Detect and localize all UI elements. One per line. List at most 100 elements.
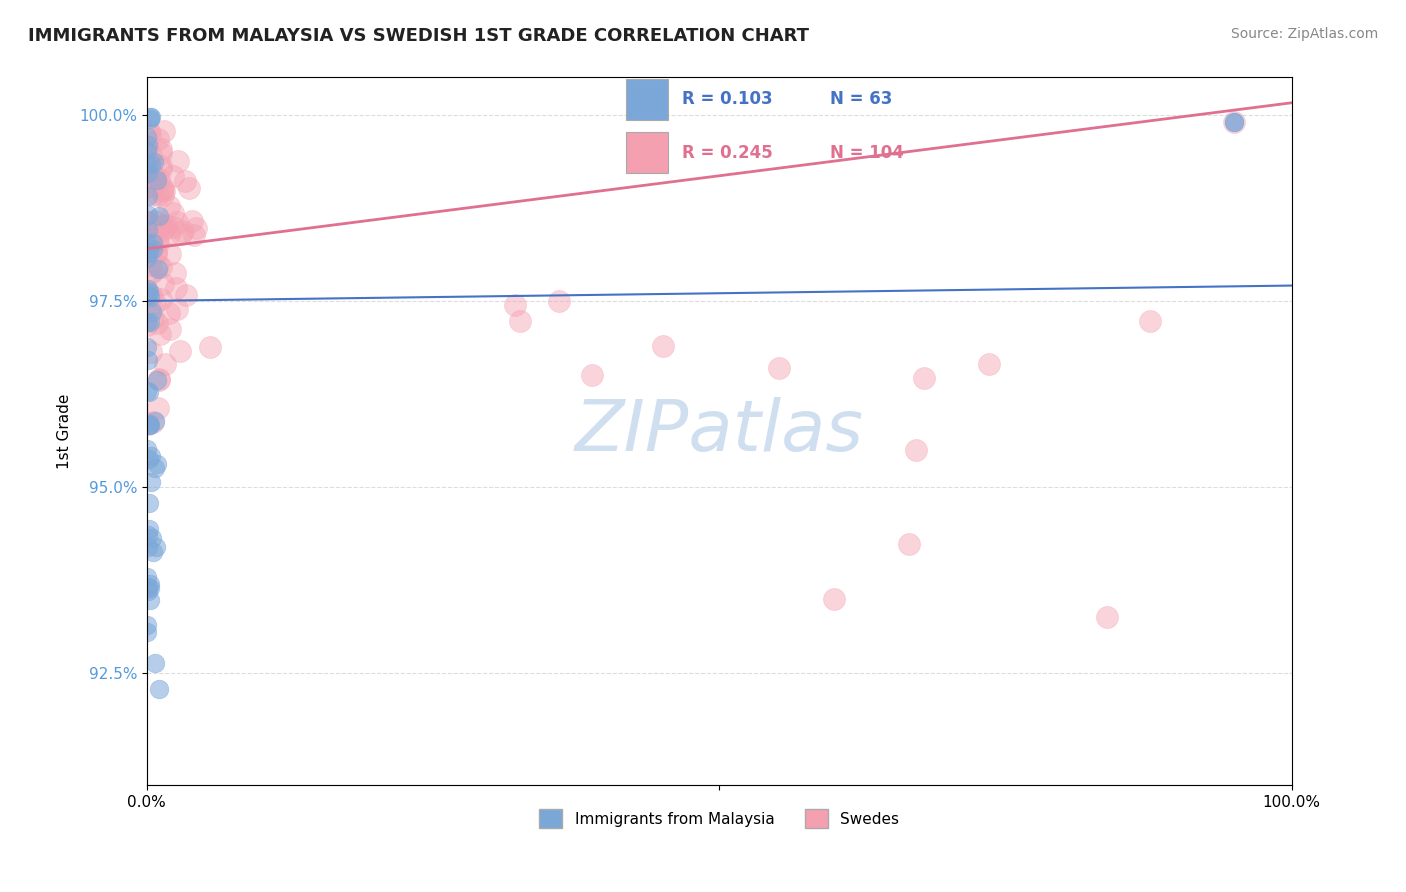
Y-axis label: 1st Grade: 1st Grade xyxy=(58,393,72,469)
Point xyxy=(149,162,172,177)
Point xyxy=(159,247,181,261)
Point xyxy=(136,540,159,554)
Point xyxy=(183,227,205,242)
Point xyxy=(136,216,159,230)
Point xyxy=(150,142,173,156)
Point xyxy=(142,415,165,429)
Point xyxy=(149,159,172,173)
Point xyxy=(142,214,165,228)
Point xyxy=(138,223,160,237)
Point xyxy=(1223,115,1246,129)
Point xyxy=(152,188,174,202)
Point xyxy=(162,219,184,234)
Point xyxy=(166,302,188,317)
Point xyxy=(143,414,166,428)
Point xyxy=(155,357,177,371)
Point xyxy=(150,145,173,160)
Point xyxy=(503,298,526,312)
Point xyxy=(138,417,160,431)
Point xyxy=(138,218,160,232)
Point xyxy=(138,288,160,302)
Point xyxy=(136,144,159,158)
Point xyxy=(136,341,159,355)
Point xyxy=(136,245,159,260)
Point xyxy=(1223,115,1246,129)
Point xyxy=(173,173,195,187)
Point xyxy=(166,214,188,228)
Point xyxy=(145,220,167,235)
Point xyxy=(148,682,170,697)
Point xyxy=(138,384,160,399)
Point xyxy=(138,593,160,607)
Point xyxy=(139,111,162,125)
Text: R = 0.245: R = 0.245 xyxy=(682,144,773,161)
Point xyxy=(139,148,162,162)
Point xyxy=(138,299,160,313)
Point xyxy=(136,442,159,457)
Point xyxy=(136,141,159,155)
Point xyxy=(146,258,169,272)
Point xyxy=(141,187,163,202)
Point xyxy=(136,417,159,432)
FancyBboxPatch shape xyxy=(626,78,668,120)
Point xyxy=(141,288,163,302)
Point xyxy=(148,132,170,146)
Point xyxy=(139,315,162,329)
Point xyxy=(138,522,160,536)
Point xyxy=(198,340,221,354)
Point xyxy=(150,260,173,275)
Point xyxy=(146,187,169,202)
Point xyxy=(146,457,169,471)
Point xyxy=(155,218,177,232)
Point xyxy=(142,235,165,250)
Point xyxy=(152,181,174,195)
Point xyxy=(181,214,204,228)
Point xyxy=(150,293,173,307)
Point xyxy=(136,618,159,632)
Point xyxy=(145,246,167,260)
Point xyxy=(162,169,184,183)
Point xyxy=(146,374,169,388)
Point xyxy=(136,129,159,144)
Point xyxy=(148,172,170,186)
Point xyxy=(136,581,159,595)
Point xyxy=(136,158,159,172)
Point xyxy=(139,226,162,240)
Point xyxy=(145,245,167,260)
Point xyxy=(139,128,162,142)
Point xyxy=(136,352,159,367)
Point xyxy=(153,184,176,198)
Point xyxy=(139,110,162,124)
Point xyxy=(139,178,162,192)
Point xyxy=(136,282,159,296)
Point xyxy=(138,285,160,299)
FancyBboxPatch shape xyxy=(626,132,668,173)
Point xyxy=(162,206,184,220)
Point xyxy=(136,153,159,168)
Point xyxy=(145,295,167,310)
Point xyxy=(148,209,170,223)
Point xyxy=(142,168,165,182)
Point xyxy=(169,344,191,359)
Text: IMMIGRANTS FROM MALAYSIA VS SWEDISH 1ST GRADE CORRELATION CHART: IMMIGRANTS FROM MALAYSIA VS SWEDISH 1ST … xyxy=(28,27,808,45)
Point xyxy=(136,285,159,299)
Point xyxy=(153,124,176,138)
Point xyxy=(136,189,159,203)
Point xyxy=(139,290,162,304)
Point xyxy=(509,314,531,328)
Point xyxy=(165,281,187,295)
Point xyxy=(547,293,569,308)
Point xyxy=(136,318,159,332)
Point xyxy=(136,215,159,229)
Point xyxy=(141,266,163,280)
Point xyxy=(145,540,167,554)
Point xyxy=(138,166,160,180)
Point xyxy=(141,310,163,325)
Point xyxy=(186,221,208,235)
Point xyxy=(905,442,928,457)
Point xyxy=(150,219,173,233)
Point xyxy=(139,581,162,595)
Point xyxy=(148,372,170,386)
Point xyxy=(142,155,165,169)
Point xyxy=(174,288,197,302)
